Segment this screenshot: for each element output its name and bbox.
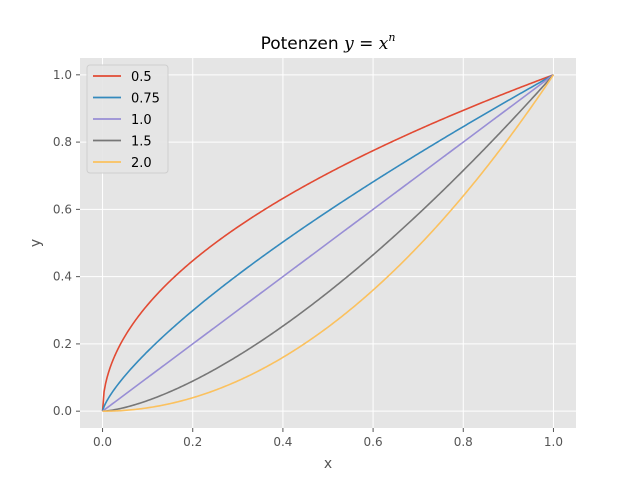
legend-label: 1.5 — [131, 135, 152, 150]
legend-label: 0.5 — [131, 70, 152, 85]
x-tick-label: 0.6 — [364, 435, 383, 449]
legend: 0.5 0.75 1.0 1.5 2.0 — [86, 64, 169, 174]
y-axis-label: y — [28, 239, 44, 247]
y-tick-label: 0.6 — [53, 202, 72, 216]
series-line-1-0 — [102, 74, 554, 412]
y-tick-label: 0.4 — [53, 270, 72, 284]
series-line-0-5 — [101, 74, 554, 412]
y-tick-label: 0.0 — [53, 404, 72, 418]
legend-label: 2.0 — [131, 156, 152, 171]
y-tick-label: 0.8 — [53, 135, 72, 149]
series-line-1-5 — [102, 74, 555, 412]
series-line-0-75 — [101, 74, 554, 412]
x-ticks: 0.0 0.2 0.4 0.6 0.8 1.0 — [93, 428, 563, 449]
y-tick-label: 0.2 — [53, 337, 72, 351]
chart-title: Potenzen y = xn — [261, 31, 396, 54]
x-tick-label: 0.0 — [93, 435, 112, 449]
legend-label: 0.75 — [131, 92, 160, 107]
series-line-2-0 — [102, 74, 555, 412]
x-tick-label: 0.4 — [273, 435, 292, 449]
legend-label: 1.0 — [131, 113, 152, 128]
y-tick-label: 1.0 — [53, 68, 72, 82]
y-ticks: 0.0 0.2 0.4 0.6 0.8 1.0 — [53, 68, 80, 418]
x-tick-label: 0.2 — [183, 435, 202, 449]
series-lines — [101, 74, 555, 412]
x-tick-label: 0.8 — [454, 435, 473, 449]
x-axis-label: x — [324, 456, 332, 472]
grid — [80, 58, 576, 428]
legend-box — [86, 64, 169, 174]
x-tick-label: 1.0 — [544, 435, 563, 449]
